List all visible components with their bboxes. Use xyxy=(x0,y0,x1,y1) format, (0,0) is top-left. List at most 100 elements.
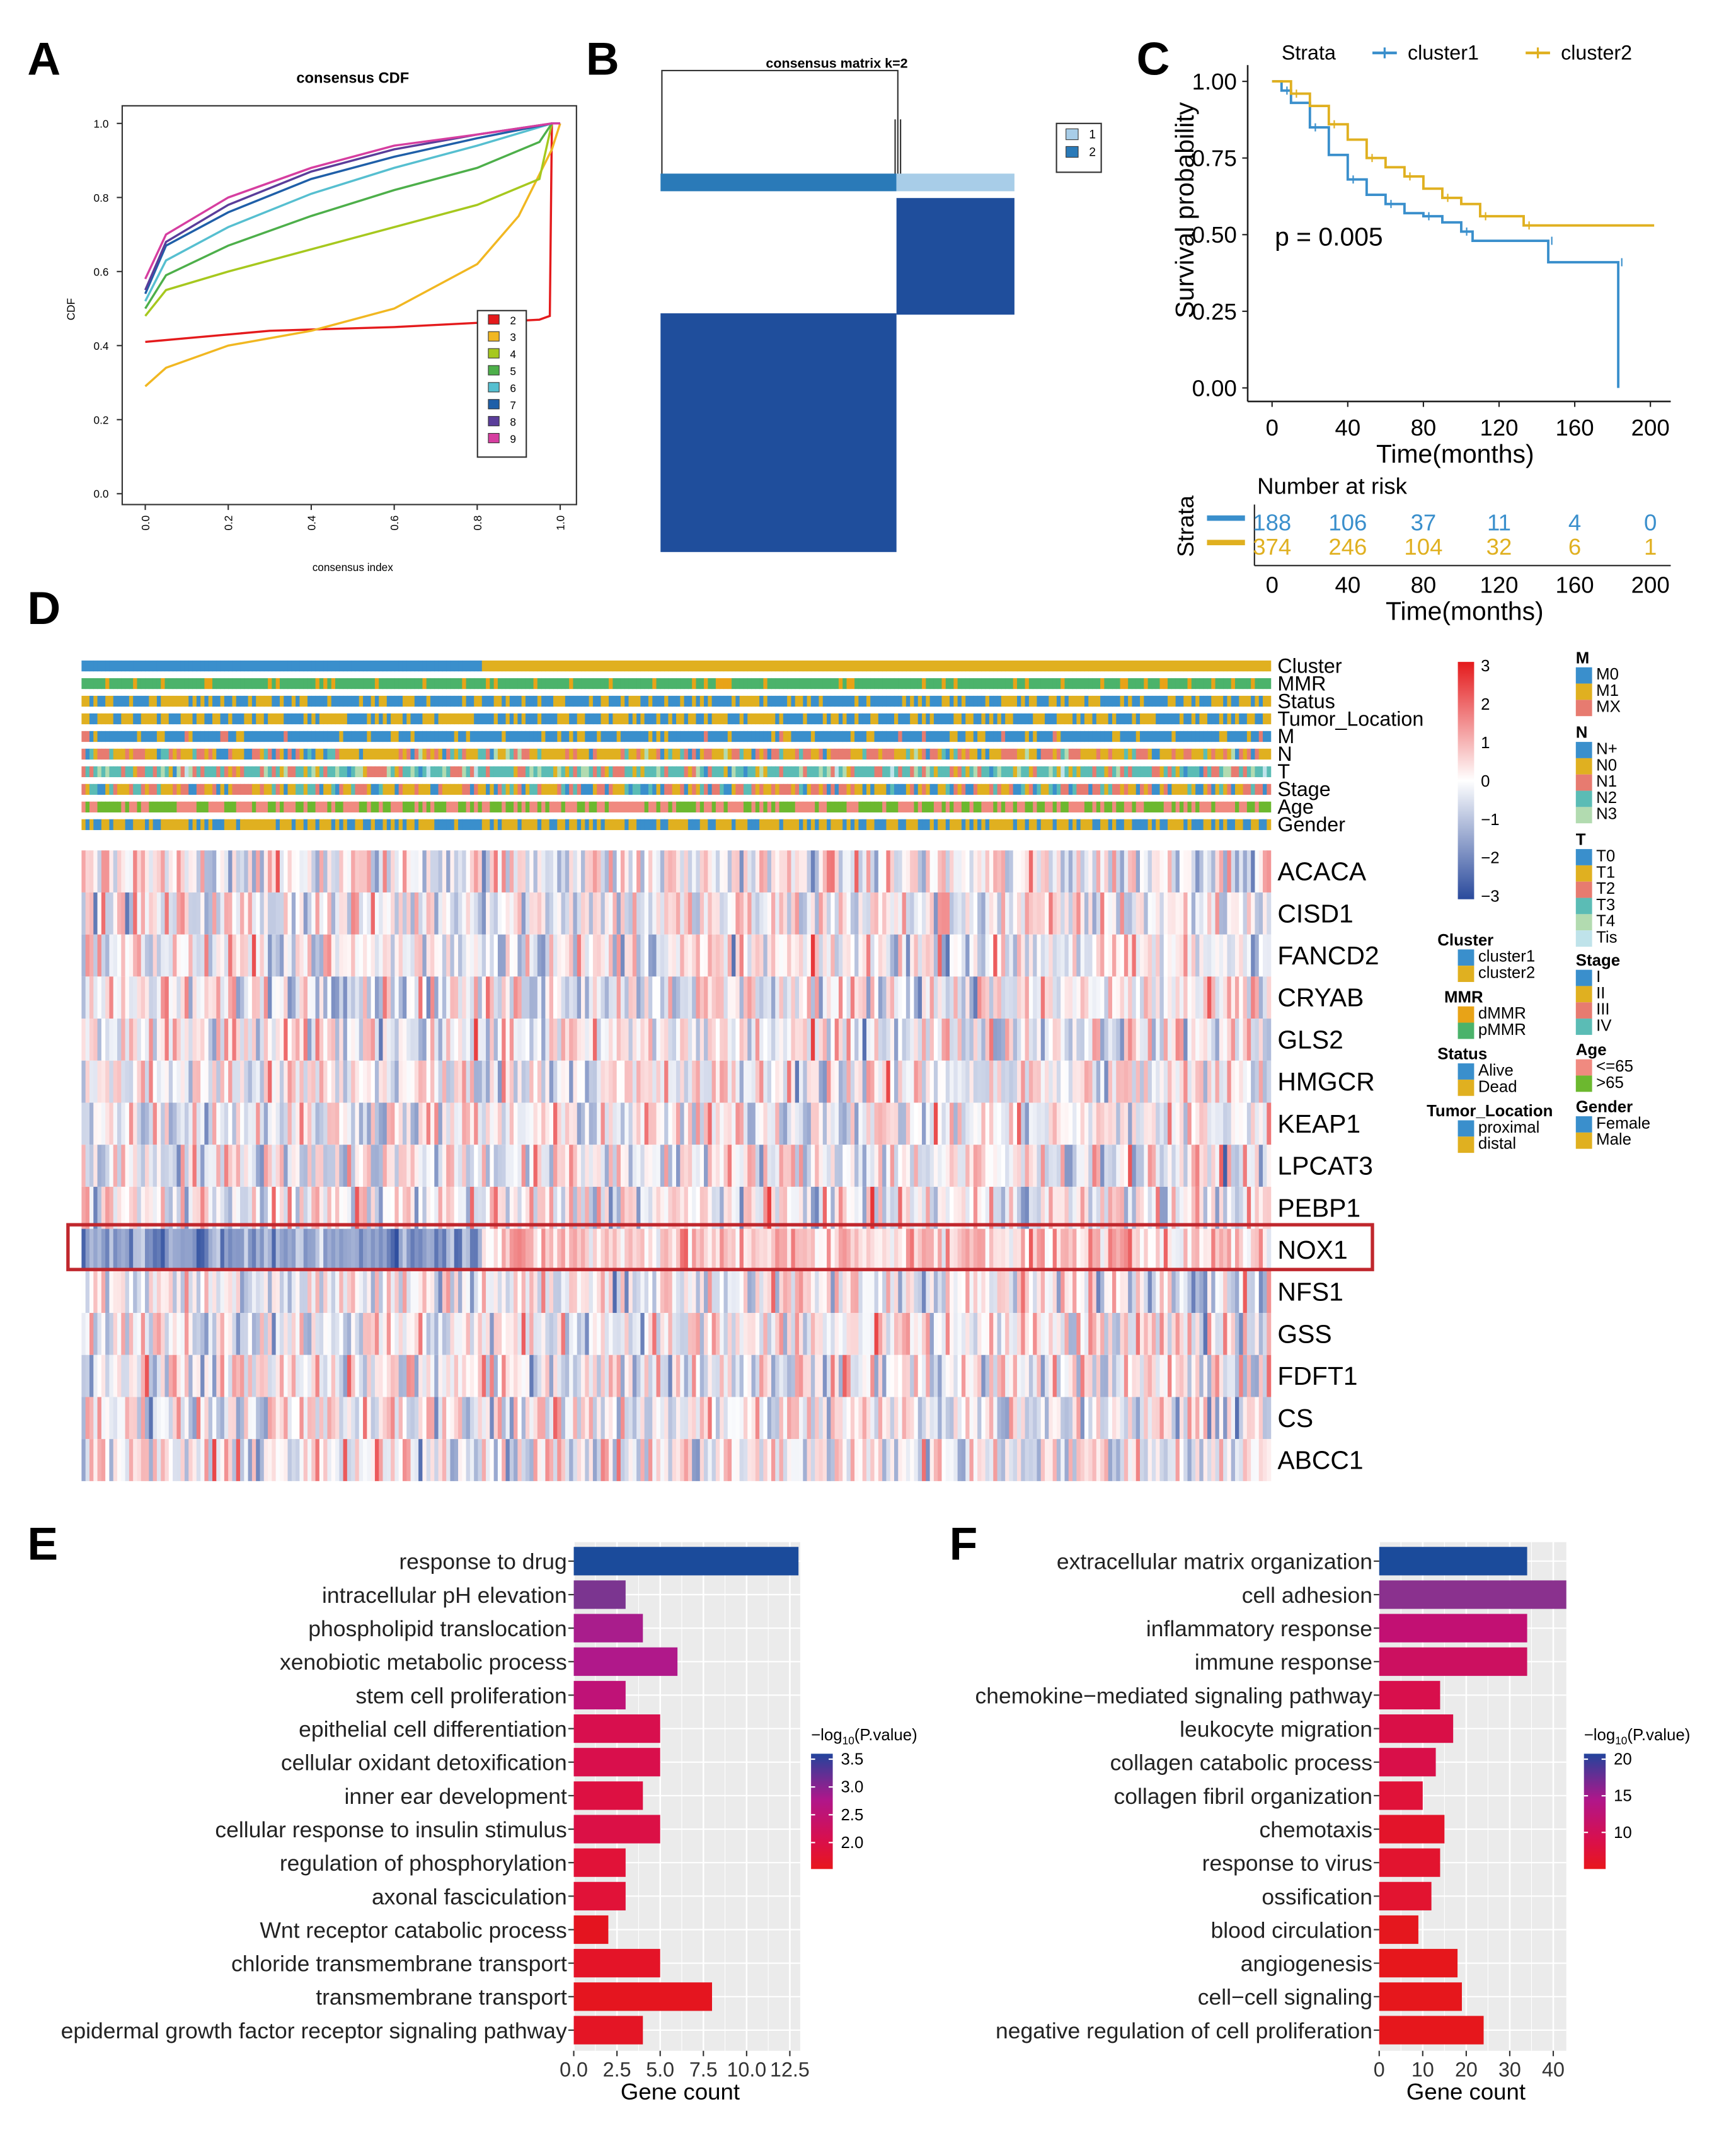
heatmap-cell xyxy=(581,976,585,1019)
heatmap-cell xyxy=(604,1019,609,1061)
annotation-cell xyxy=(149,713,154,725)
annotation-cell xyxy=(474,695,479,707)
heatmap-cell xyxy=(81,1019,86,1061)
annotation-cell xyxy=(1056,801,1061,812)
annotation-cell xyxy=(795,731,800,742)
annotation-cell xyxy=(799,819,803,830)
annotation-cell xyxy=(1215,801,1220,812)
annotation-cell xyxy=(1211,819,1216,830)
heatmap-cell xyxy=(1096,850,1101,892)
annotation-cell xyxy=(969,731,974,742)
annotation-cell xyxy=(394,695,400,707)
heatmap-cell xyxy=(1234,850,1239,892)
annotation-cell xyxy=(644,748,649,760)
annotation-cell xyxy=(886,695,891,707)
heatmap-cell xyxy=(418,1019,423,1061)
heatmap-cell xyxy=(862,892,867,935)
panel-d-expression-heatmap: ClusterMMRStatusTumor_LocationMNTStageAg… xyxy=(66,649,1650,1481)
heatmap-cell xyxy=(882,850,887,892)
annotation-cell xyxy=(359,660,364,672)
heatmap-cell xyxy=(735,850,740,892)
annotation-cell xyxy=(307,819,312,830)
annotation-cell xyxy=(450,695,455,707)
heatmap-cell xyxy=(275,934,280,977)
x-tick-label: 160 xyxy=(1556,415,1594,441)
plot-frame xyxy=(121,105,577,505)
heatmap-cell xyxy=(268,850,272,892)
annotation-cell xyxy=(287,695,292,707)
annotation-cell xyxy=(493,783,498,795)
heatmap-cell xyxy=(212,934,217,977)
annotation-cell xyxy=(422,713,427,725)
annotation-cell xyxy=(355,748,360,760)
heatmap-cell xyxy=(1104,1019,1109,1061)
heatmap-cell xyxy=(224,850,229,892)
annotation-cell xyxy=(597,731,602,742)
annotation-cell xyxy=(291,819,296,830)
annotation-cell xyxy=(430,766,435,778)
annotation-cell xyxy=(878,731,883,742)
heatmap-cell xyxy=(894,850,899,892)
annotation-cell xyxy=(597,713,602,725)
annotation-cell xyxy=(398,801,403,812)
annotation-cell xyxy=(1061,748,1066,760)
annotation-cell xyxy=(945,678,950,690)
annotation-cell xyxy=(1234,731,1239,742)
annotation-cell xyxy=(905,801,911,812)
heatmap-cell xyxy=(521,976,526,1019)
heatmap-cell xyxy=(565,1060,570,1103)
annotation-cell xyxy=(711,713,716,725)
annotation-cell xyxy=(1267,801,1272,812)
heatmap-cell xyxy=(414,1060,419,1103)
annotation-cell xyxy=(929,766,934,778)
annotation-cell xyxy=(469,783,474,795)
heatmap-cell xyxy=(502,976,507,1019)
annotation-cell xyxy=(910,801,915,812)
heatmap-cell xyxy=(1080,1019,1085,1061)
heatmap-cell xyxy=(188,976,193,1019)
annotation-cell xyxy=(537,678,542,690)
annotation-cell xyxy=(248,713,253,725)
heatmap-cell xyxy=(569,1019,574,1061)
annotation-cell xyxy=(747,678,752,690)
annotation-cell xyxy=(1183,783,1188,795)
heatmap-cell xyxy=(905,934,911,977)
annotation-cell xyxy=(1013,819,1018,830)
annotation-cell xyxy=(1045,678,1049,690)
annotation-cell xyxy=(680,713,685,725)
heatmap-cell xyxy=(268,976,272,1019)
heatmap-cell xyxy=(184,1019,189,1061)
annotation-cell xyxy=(1132,801,1137,812)
heatmap-cell xyxy=(573,934,578,977)
annotation-cell xyxy=(529,801,534,812)
annotation-cell xyxy=(783,766,788,778)
heatmap-cell xyxy=(1092,1019,1097,1061)
annotation-cell xyxy=(620,801,625,812)
annotation-cell xyxy=(985,766,990,778)
heatmap-cell xyxy=(573,892,578,935)
annotation-cell xyxy=(125,713,130,725)
heatmap-cell xyxy=(759,892,764,935)
annotation-cell xyxy=(1068,660,1073,672)
annotation-cell xyxy=(581,766,585,778)
annotation-cell xyxy=(775,678,780,690)
heatmap-cell xyxy=(505,1060,510,1103)
heatmap-cell xyxy=(541,934,546,977)
heatmap-cell xyxy=(521,1060,526,1103)
annotation-cell xyxy=(977,783,982,795)
heatmap-cell xyxy=(156,976,161,1019)
annotation-cell xyxy=(446,731,451,742)
annotation-cell xyxy=(589,660,594,672)
heatmap-cell xyxy=(1251,892,1256,935)
heatmap-cell xyxy=(711,892,716,935)
heatmap-cell xyxy=(1005,934,1010,977)
annotation-cell xyxy=(1135,678,1141,690)
annotation-cell xyxy=(609,819,613,830)
annotation-cell xyxy=(1255,731,1260,742)
annotation-cell xyxy=(573,660,578,672)
annotation-cell xyxy=(676,819,681,830)
heatmap-cell xyxy=(125,934,130,977)
annotation-cell xyxy=(1231,660,1236,672)
annotation-cell xyxy=(953,731,958,742)
annotation-cell xyxy=(628,695,633,707)
